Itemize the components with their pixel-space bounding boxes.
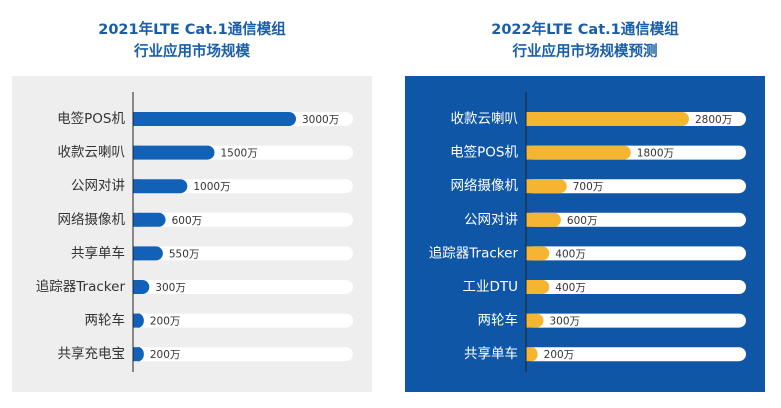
chart-title: 2021年LTE Cat.1通信模组 (98, 20, 286, 38)
bar-base (133, 313, 140, 328)
bar-base (526, 112, 533, 126)
value-label: 600万 (172, 215, 203, 227)
bar-track (526, 313, 746, 328)
bar-track (133, 280, 353, 294)
value-label: 400万 (555, 248, 586, 260)
bar (133, 179, 188, 194)
bar (526, 112, 689, 126)
panel (405, 76, 765, 392)
bar-base (526, 179, 533, 194)
bar-track (133, 347, 353, 362)
value-label: 300万 (549, 316, 580, 328)
value-label: 3000万 (302, 114, 339, 126)
chart-title: 行业应用市场规模预测 (512, 42, 658, 60)
bar-base (526, 347, 533, 362)
value-label: 400万 (555, 282, 586, 294)
bar-base (133, 212, 140, 227)
category-label: 电签POS机 (450, 144, 518, 161)
bar (526, 145, 631, 160)
category-label: 网络摄像机 (451, 178, 519, 194)
chart-title: 2022年LTE Cat.1通信模组 (491, 20, 679, 38)
value-label: 2800万 (695, 114, 732, 126)
chart-title: 行业应用市场规模 (133, 42, 250, 60)
category-label: 公网对讲 (464, 212, 518, 228)
category-label: 追踪器Tracker (429, 245, 519, 261)
bar-base (526, 145, 533, 160)
bar (133, 212, 166, 227)
bar (133, 112, 296, 126)
value-label: 1800万 (637, 148, 674, 160)
bar (133, 246, 163, 261)
bar-track (526, 280, 746, 294)
value-label: 200万 (150, 316, 181, 328)
bar-base (526, 313, 533, 328)
category-label: 工业DTU (462, 279, 518, 295)
bar-track (133, 246, 353, 261)
bar-base (526, 246, 533, 261)
value-label: 200万 (544, 349, 575, 361)
category-label: 电签POS机 (57, 110, 125, 127)
bar-base (133, 246, 140, 261)
value-label: 550万 (169, 248, 200, 260)
category-label: 两轮车 (478, 312, 519, 329)
bar-track (133, 212, 353, 227)
bar (526, 179, 567, 194)
bar-track (526, 212, 746, 227)
bar-track (133, 313, 353, 328)
bar (526, 212, 561, 227)
category-label: 收款云喇叭 (451, 111, 519, 127)
value-label: 1500万 (221, 148, 258, 160)
bar-track (526, 347, 746, 362)
category-label: 收款云喇叭 (58, 145, 126, 161)
value-label: 300万 (155, 282, 186, 294)
bar-base (133, 280, 140, 294)
category-label: 网络摄像机 (58, 212, 126, 228)
bar-track (526, 179, 746, 194)
bar-base (526, 280, 533, 294)
value-label: 200万 (150, 349, 181, 361)
category-label: 共享单车 (71, 244, 125, 261)
bar-base (133, 179, 140, 194)
category-label: 追踪器Tracker (36, 279, 126, 295)
bar-base (526, 212, 533, 227)
bar (133, 145, 215, 160)
category-label: 共享充电宝 (58, 345, 126, 362)
category-label: 两轮车 (85, 312, 126, 329)
value-label: 600万 (567, 215, 598, 227)
value-label: 700万 (573, 181, 604, 193)
panel (12, 76, 372, 392)
bar-track (526, 246, 746, 261)
value-label: 1000万 (193, 181, 230, 193)
category-label: 公网对讲 (71, 178, 125, 194)
bar-base (133, 145, 140, 160)
bar-base (133, 112, 140, 126)
bar-track (133, 179, 353, 194)
category-label: 共享单车 (464, 345, 518, 362)
bar-base (133, 347, 140, 362)
